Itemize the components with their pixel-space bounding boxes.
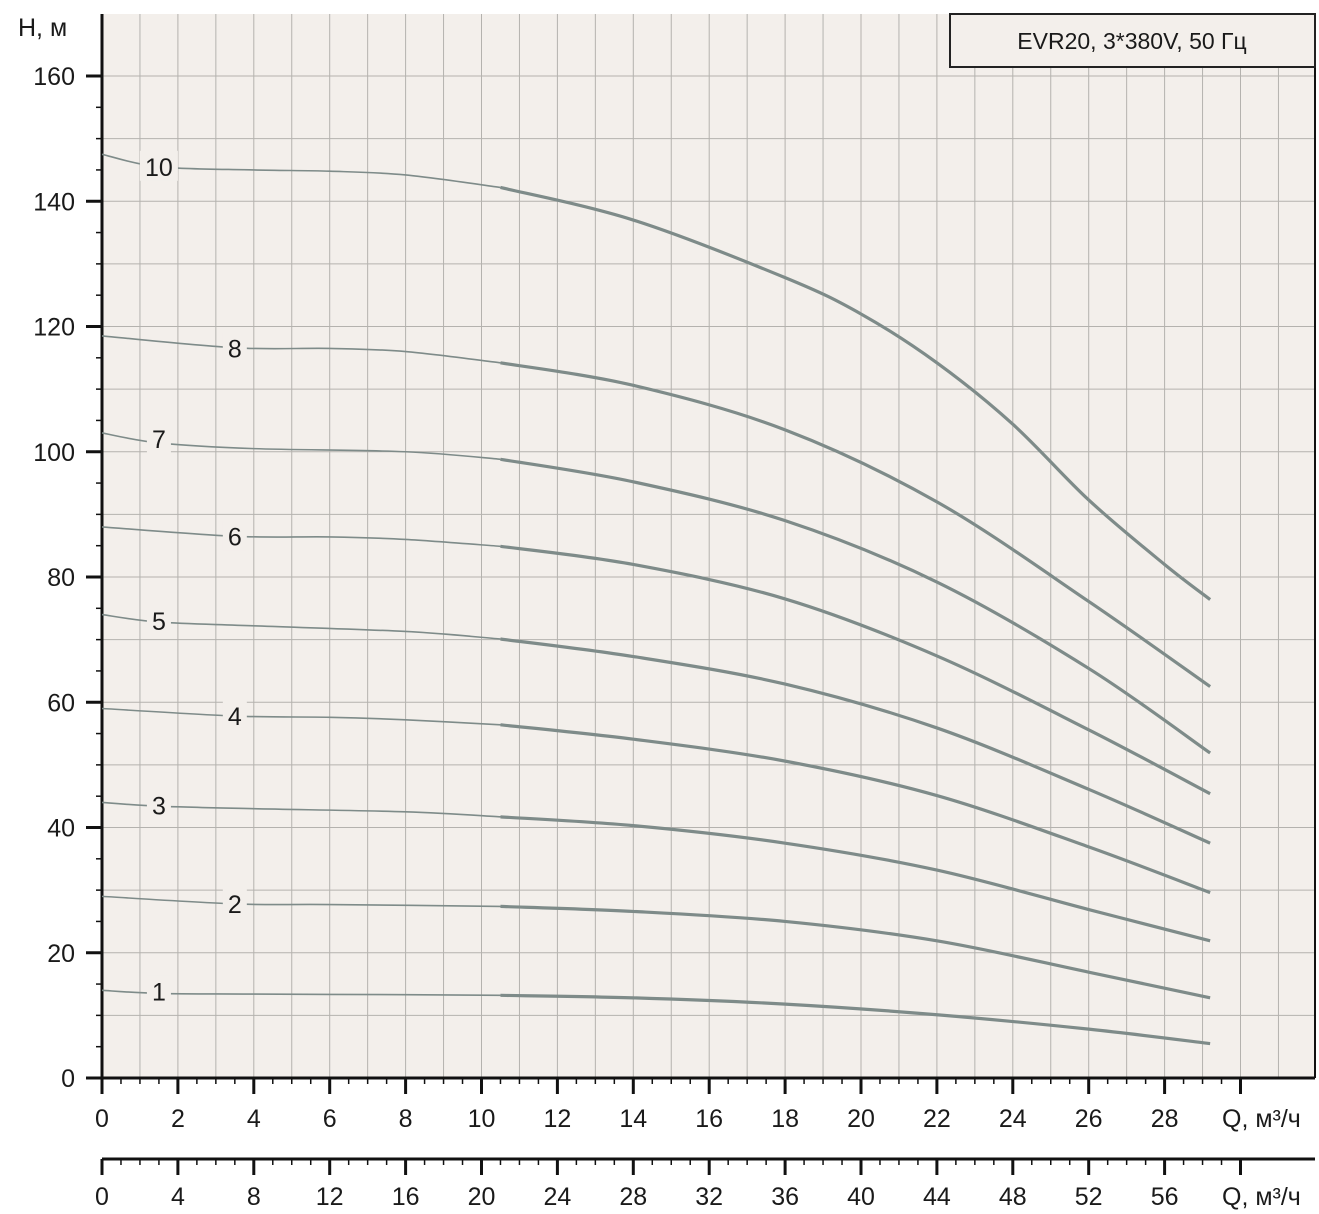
curve-line-thin: [101, 895, 501, 908]
curve-1: 1: [101, 975, 1211, 1046]
curve-label: 10: [145, 154, 173, 182]
axes: [86, 14, 1316, 1175]
x-tick-label: 8: [399, 1105, 413, 1133]
curve-4: 4: [101, 700, 1211, 895]
curve-label-bg: [222, 332, 247, 363]
x-tick-label: 22: [923, 1105, 951, 1133]
x2-tick-label: 28: [619, 1183, 647, 1211]
x2-tick-label: 36: [771, 1183, 799, 1211]
x-tick-label: 10: [468, 1105, 496, 1133]
plot-background: [102, 14, 1315, 1078]
curve-label: 5: [152, 608, 166, 636]
x-tick-label: 16: [695, 1105, 723, 1133]
y-axis-label: H, м: [18, 14, 67, 42]
curve-label: 6: [228, 523, 242, 551]
curve-line-thin: [101, 526, 501, 548]
x-tick-label: 2: [171, 1105, 185, 1133]
x-axis-label: Q, м³/ч: [1222, 1105, 1301, 1133]
curve-label: 8: [228, 335, 242, 363]
y-tick-label: 160: [33, 63, 75, 91]
x2-tick-label: 40: [847, 1183, 875, 1211]
x-tick-label: 18: [771, 1105, 799, 1133]
y-tick-label: 40: [47, 815, 75, 843]
curve-label: 7: [152, 426, 166, 454]
x2-tick-label: 0: [95, 1183, 109, 1211]
curve-line-thin: [101, 707, 501, 726]
curve-label-bg: [222, 700, 247, 731]
curve-line-operating: [500, 457, 1212, 755]
curve-line-operating: [500, 185, 1212, 601]
curve-label-bg: [146, 789, 171, 820]
curve-label-bg: [146, 604, 171, 635]
curve-line-operating: [500, 993, 1211, 1046]
title-box: EVR20, 3*380V, 50 Гц: [949, 13, 1316, 68]
x-tick-label: 4: [247, 1105, 261, 1133]
curve-2: 2: [101, 887, 1211, 1000]
curve-line-thin: [101, 335, 501, 364]
y-tick-label: 0: [61, 1065, 75, 1093]
curve-label-bg: [146, 423, 171, 454]
x2-tick-label: 20: [468, 1183, 496, 1211]
curve-line-operating: [500, 361, 1212, 688]
x-tick-label: 14: [619, 1105, 647, 1133]
curve-3: 3: [101, 789, 1211, 943]
x2-tick-label: 52: [1075, 1183, 1103, 1211]
y-tick-label: 80: [47, 564, 75, 592]
x2-tick-label: 56: [1151, 1183, 1179, 1211]
x2-tick-label: 24: [543, 1183, 571, 1211]
x-tick-label: 0: [95, 1105, 109, 1133]
x2-tick-label: 32: [695, 1183, 723, 1211]
x-tick-label: 26: [1075, 1105, 1103, 1133]
curve-label: 1: [152, 979, 166, 1007]
x-tick-label: 12: [543, 1105, 571, 1133]
x2-tick-label: 4: [171, 1183, 185, 1211]
grid: [102, 14, 1315, 1078]
x2-tick-label: 16: [392, 1183, 420, 1211]
x2-axis-label: Q, м³/ч: [1222, 1183, 1301, 1211]
curve-7: 7: [101, 423, 1212, 755]
curve-label: 2: [228, 891, 242, 919]
curve-line-operating: [500, 904, 1211, 1000]
y-tick-label: 60: [47, 689, 75, 717]
curve-line-operating: [500, 723, 1211, 895]
curve-label: 4: [228, 703, 242, 731]
curves: 1 2 3 4 5 6 7 8 10: [101, 150, 1212, 1046]
x-tick-label: 20: [847, 1105, 875, 1133]
curve-label: 3: [152, 793, 166, 821]
x-tick-label: 6: [323, 1105, 337, 1133]
y-tick-label: 100: [33, 439, 75, 467]
x-tick-label: 28: [1151, 1105, 1179, 1133]
curve-8: 8: [101, 332, 1212, 688]
curve-label-bg: [139, 150, 178, 181]
curve-line-operating: [500, 544, 1211, 796]
y-tick-label: 140: [33, 188, 75, 216]
curve-10: 10: [101, 150, 1212, 601]
curve-label-bg: [146, 975, 171, 1006]
x2-tick-label: 12: [316, 1183, 344, 1211]
curve-line-operating: [500, 815, 1211, 943]
x2-tick-label: 8: [247, 1183, 261, 1211]
curve-6: 6: [101, 520, 1211, 796]
chart-title: EVR20, 3*380V, 50 Гц: [1017, 28, 1246, 54]
y-tick-label: 20: [47, 940, 75, 968]
curve-label-bg: [222, 887, 247, 918]
x2-tick-label: 48: [999, 1183, 1027, 1211]
curve-label-bg: [222, 520, 247, 551]
y-tick-label: 120: [33, 314, 75, 342]
curve-5: 5: [101, 604, 1211, 845]
x2-tick-label: 44: [923, 1183, 951, 1211]
x-tick-label: 24: [999, 1105, 1027, 1133]
curve-line-operating: [500, 637, 1211, 845]
